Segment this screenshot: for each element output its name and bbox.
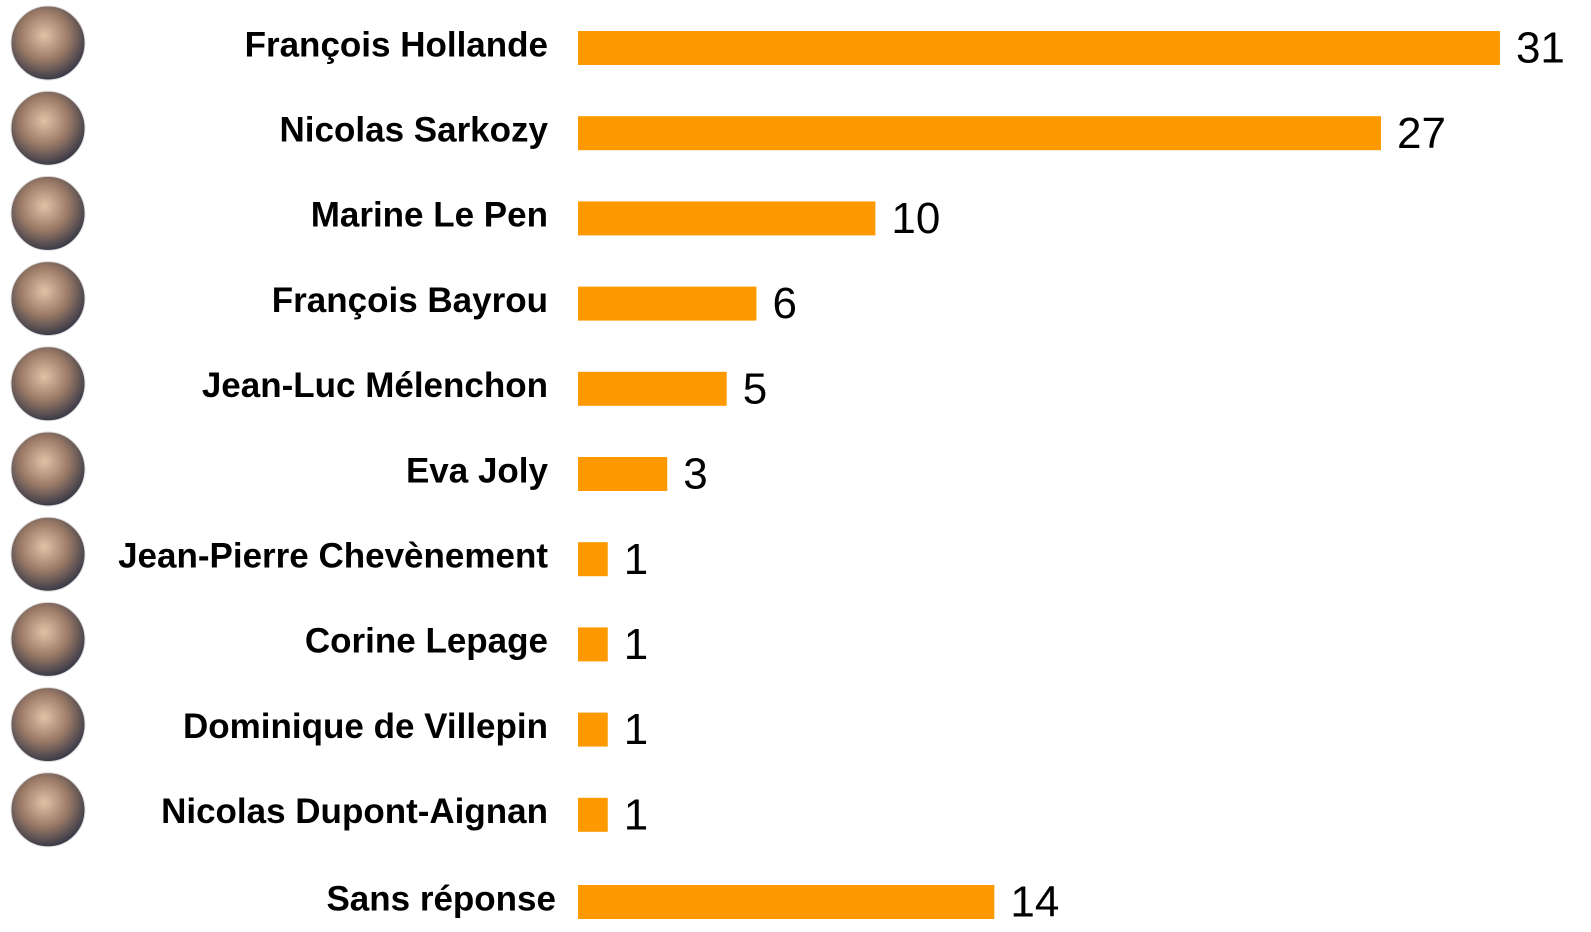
category-label: Dominique de Villepin <box>183 707 548 746</box>
category-label: Jean-Luc Mélenchon <box>202 366 548 405</box>
bar <box>578 287 756 321</box>
bar <box>578 713 608 747</box>
category-label: Corine Lepage <box>305 622 548 661</box>
value-label: 6 <box>772 279 796 328</box>
bar <box>578 31 1500 65</box>
portrait <box>11 517 85 591</box>
portrait <box>11 688 85 762</box>
value-label: 27 <box>1397 109 1446 158</box>
bar <box>578 201 875 235</box>
bar <box>578 116 1381 150</box>
page: {"chart_data": {"type": "bar", "orientat… <box>0 0 1591 932</box>
bar <box>578 798 608 832</box>
value-label: 1 <box>624 790 648 839</box>
value-label: 14 <box>1010 878 1059 927</box>
category-label: Eva Joly <box>406 451 549 490</box>
value-label: 5 <box>743 364 767 413</box>
bar <box>578 542 608 576</box>
portrait <box>11 262 85 336</box>
portrait <box>11 347 85 421</box>
chart: François Hollande31Nicolas Sarkozy27Mari… <box>0 0 1591 932</box>
category-label: François Bayrou <box>272 281 548 320</box>
bar <box>578 885 994 919</box>
value-label: 10 <box>891 194 940 243</box>
portrait <box>11 6 85 80</box>
category-label: Marine Le Pen <box>311 196 548 235</box>
category-label: Jean-Pierre Chevènement <box>118 536 548 575</box>
value-label: 1 <box>624 535 648 584</box>
portrait <box>11 176 85 250</box>
portrait <box>11 432 85 506</box>
category-label: Sans réponse <box>326 879 556 918</box>
value-label: 3 <box>683 450 707 499</box>
portrait <box>11 91 85 165</box>
bar <box>578 372 727 406</box>
portrait <box>11 602 85 676</box>
value-label: 1 <box>624 620 648 669</box>
category-label: Nicolas Dupont-Aignan <box>161 792 548 831</box>
bar <box>578 627 608 661</box>
value-label: 1 <box>624 705 648 754</box>
category-label: Nicolas Sarkozy <box>280 110 549 149</box>
bar <box>578 457 667 491</box>
category-label: François Hollande <box>245 25 548 64</box>
value-label: 31 <box>1516 24 1565 73</box>
portrait <box>11 773 85 847</box>
